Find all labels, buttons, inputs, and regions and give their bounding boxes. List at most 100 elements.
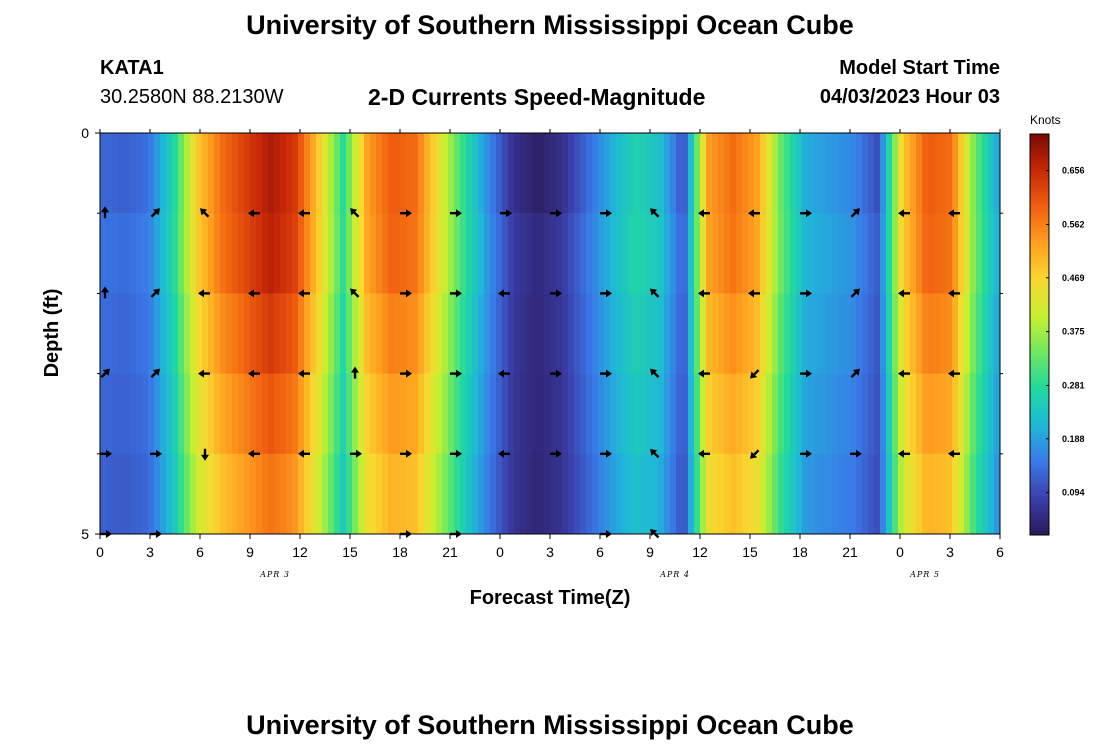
heatmap-cell [286,453,293,534]
heatmap-cell [442,293,449,375]
heatmap-cell [316,213,323,294]
heatmap-cell [622,293,629,375]
heatmap-cell [904,293,911,375]
heatmap-cell [496,213,503,294]
heatmap-cell [502,213,509,294]
heatmap-cell [328,213,335,294]
heatmap-cell [274,133,281,214]
heatmap-cell [406,133,413,214]
heatmap-cell [682,293,689,375]
heatmap-cell [256,373,263,455]
heatmap-cell [844,293,851,375]
heatmap-cell [502,453,509,534]
current-arrow [750,369,760,379]
heatmap-cell [772,373,779,455]
heatmap-cell [610,293,617,375]
heatmap-cell [496,133,503,214]
heatmap-cell [136,213,143,294]
heatmap-cell [880,133,887,214]
heatmap-cell [130,453,137,534]
heatmap-cell [946,293,953,375]
heatmap-cell [442,133,449,214]
arrow-head [948,209,954,218]
heatmap-cell [100,373,107,455]
heatmap-cell [700,293,707,375]
heatmap-cell [304,133,311,214]
heatmap-cell [916,453,923,534]
heatmap-cell [430,293,437,375]
heatmap-cell [706,373,713,455]
current-arrow [400,369,412,378]
heatmap-cell [796,293,803,375]
heatmap-cell [406,293,413,375]
heatmap-cell [172,213,179,294]
heatmap-cell [598,373,605,455]
heatmap-cell [934,453,941,534]
heatmap-cell [154,133,161,214]
x-tick-label: 12 [692,544,708,560]
heatmap-cell [214,373,221,455]
heatmap-cell [442,213,449,294]
heatmap-cell [778,213,785,294]
heatmap-cell [322,453,329,534]
heatmap-cell [214,133,221,214]
heatmap-cell [244,453,251,534]
heatmap-cell [172,133,179,214]
heatmap-cell [256,453,263,534]
date-label: APR 5 [910,570,940,579]
heatmap-cell [478,293,485,375]
heatmap-cell [724,373,731,455]
heatmap-cell [298,213,305,294]
heatmap-cell [760,453,767,534]
heatmap-cell [478,133,485,214]
current-arrow [800,369,812,378]
y-tick-label: 5 [81,526,89,542]
heatmap-cell [286,373,293,455]
heatmap-cell [826,213,833,294]
heatmap-cell [154,373,161,455]
heatmap-cell [874,133,881,214]
heatmap-cell [892,373,899,455]
heatmap-cell [682,453,689,534]
heatmap-cell [982,453,989,534]
heatmap-cell [928,293,935,375]
heatmap-cell [892,453,899,534]
heatmap-cell [928,373,935,455]
heatmap-cell [898,293,905,375]
heatmap-cell [454,213,461,294]
heatmap-cell [988,293,995,375]
heatmap-cell [448,453,455,534]
heatmap-cell [424,133,431,214]
heatmap-cell [202,453,209,534]
page-title: University of Southern Mississippi Ocean… [246,10,854,40]
heatmap-cell [640,133,647,214]
x-axis: 0 3 6 9 12 15 18 21 0 3 6 9 12 15 18 21 0 3 6 [96,129,1004,560]
heatmap-cell [178,373,185,455]
arrow-head [606,449,612,458]
heatmap-cell [208,453,215,534]
heatmap-cell [778,293,785,375]
arrow-head [298,209,304,218]
heatmap-cell [820,133,827,214]
heatmap-cell [238,453,245,534]
heatmap-cell [358,453,365,534]
heatmap-cell [712,213,719,294]
heatmap-cell [982,133,989,214]
heatmap-cell [832,293,839,375]
heatmap-cell [118,453,125,534]
heatmap-cell [574,293,581,375]
heatmap-cell [286,213,293,294]
heatmap-cell [910,213,917,294]
heatmap-cell [934,213,941,294]
heatmap-cell [250,293,257,375]
heatmap-cell [784,453,791,534]
arrow-head [748,209,754,218]
heatmap-cell [160,293,167,375]
heatmap-cell [472,373,479,455]
heatmap-cell [892,133,899,214]
heatmap-cell [670,373,677,455]
heatmap-cell [664,373,671,455]
heatmap-cell [226,133,233,214]
heatmap-cell [154,213,161,294]
heatmap-cell [352,293,359,375]
